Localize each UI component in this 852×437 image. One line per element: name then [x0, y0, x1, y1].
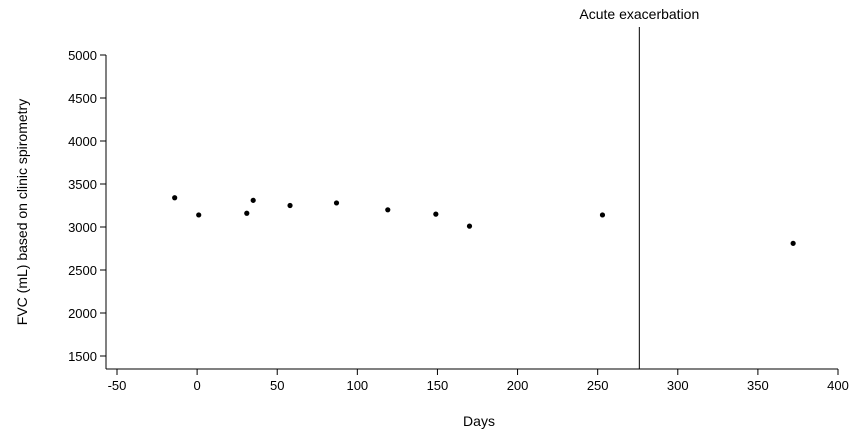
- x-tick-label: 100: [346, 378, 368, 393]
- y-tick-label: 2500: [68, 263, 97, 278]
- data-point: [385, 207, 391, 213]
- data-point: [466, 223, 473, 229]
- x-tick-label: 150: [427, 378, 449, 393]
- y-tick-label: 3500: [68, 177, 97, 192]
- y-tick-label: 1500: [68, 349, 97, 364]
- x-axis-title: Days: [463, 413, 495, 429]
- y-axis-title: FVC (mL) based on clinic spirometry: [14, 99, 30, 325]
- data-point: [790, 240, 796, 246]
- data-point: [333, 200, 340, 206]
- y-tick-label: 3000: [68, 220, 97, 235]
- data-point: [196, 212, 202, 218]
- data-point: [287, 202, 293, 209]
- x-tick-label: 200: [507, 378, 529, 393]
- x-tick-label: 0: [193, 378, 200, 393]
- acute-exacerbation-label: Acute exacerbation: [579, 6, 699, 22]
- x-ticks: -50 0 50 100 150 200 250 300 350 400: [108, 369, 849, 393]
- data-points: [172, 195, 796, 246]
- y-tick-label: 4000: [68, 134, 97, 149]
- data-point: [433, 211, 439, 217]
- y-tick-label: 2000: [68, 306, 97, 321]
- data-point: [172, 195, 178, 201]
- x-tick-label: 50: [270, 378, 284, 393]
- data-point: [599, 212, 606, 218]
- x-tick-label: 250: [587, 378, 609, 393]
- x-tick-label: -50: [108, 378, 127, 393]
- x-tick-label: 400: [827, 378, 849, 393]
- y-tick-label: 4500: [68, 91, 97, 106]
- data-point: [250, 197, 256, 203]
- y-tick-label: 5000: [68, 48, 97, 63]
- x-tick-label: 300: [667, 378, 689, 393]
- data-point: [244, 210, 250, 216]
- axes: [105, 55, 838, 370]
- y-ticks: 1500 2000 2500 3000 3500 4000 4500 5000: [68, 48, 106, 364]
- x-tick-label: 350: [747, 378, 769, 393]
